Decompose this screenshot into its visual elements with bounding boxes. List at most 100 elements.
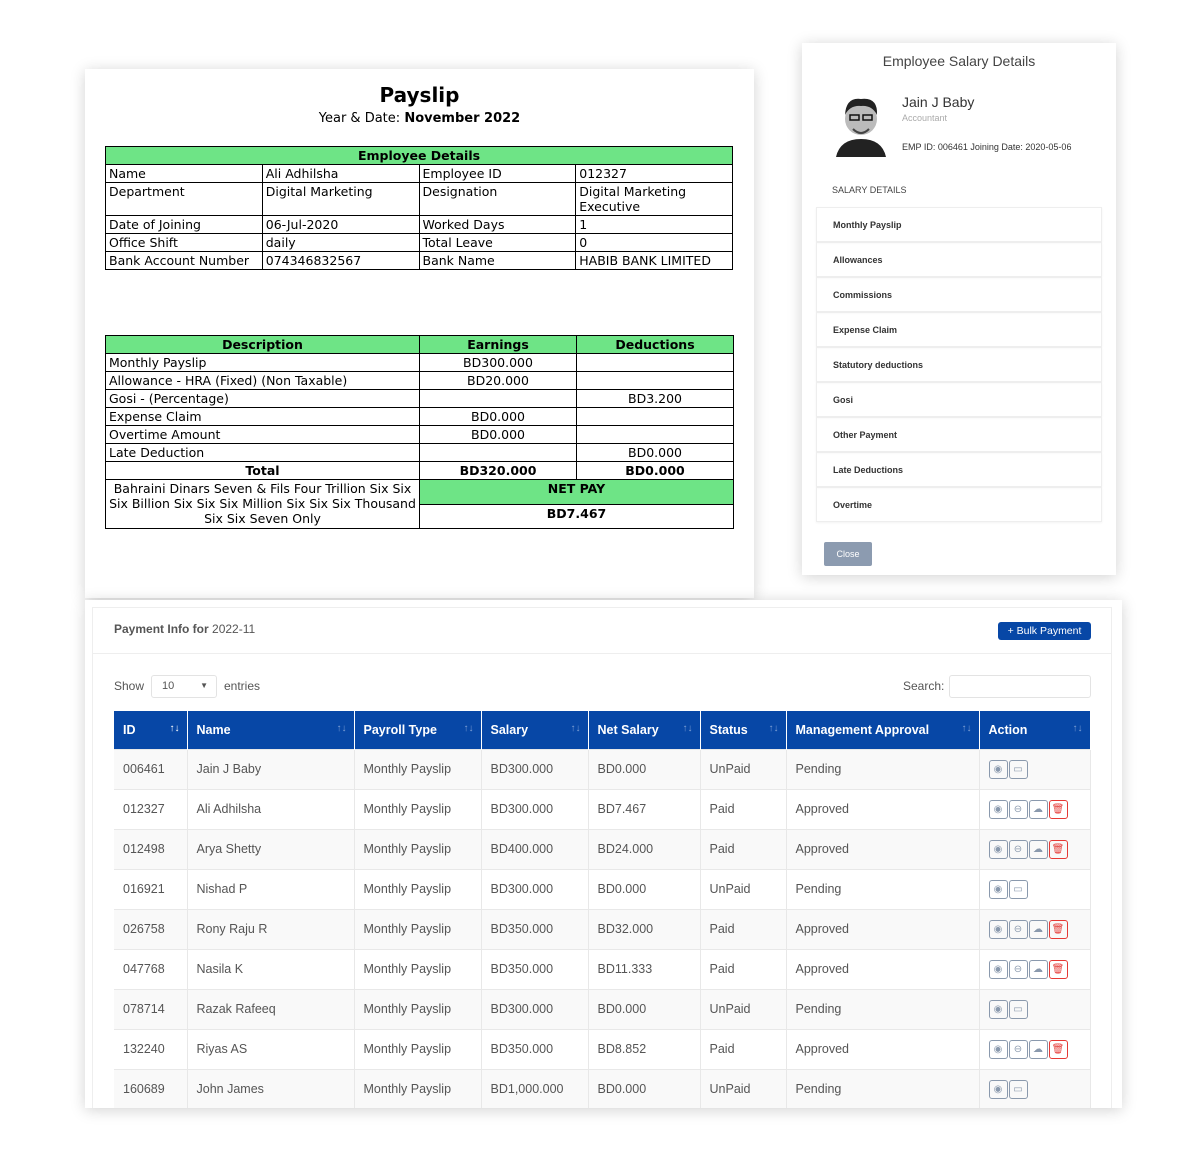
sort-icon[interactable]: ↑↓ <box>169 723 180 734</box>
deduction <box>576 407 734 426</box>
bulk-payment-button[interactable]: + Bulk Payment <box>998 622 1091 640</box>
cash-icon[interactable]: ▭ <box>1008 759 1028 779</box>
salary-item-monthly-payslip[interactable]: Monthly Payslip <box>816 207 1102 242</box>
name-cell: Rony Raju R <box>187 908 355 949</box>
view-icon[interactable]: ◉ <box>988 959 1008 979</box>
description: Expense Claim <box>105 407 420 426</box>
view-icon[interactable]: ◉ <box>988 919 1008 939</box>
delete-icon[interactable]: 🗑 <box>1048 1039 1068 1059</box>
delete-icon[interactable]: 🗑 <box>1048 919 1068 939</box>
name-cell: John James <box>187 1068 355 1108</box>
status-cell: UnPaid <box>700 748 787 789</box>
sort-icon[interactable]: ↑↓ <box>682 723 693 734</box>
approval-cell: Approved <box>786 788 980 829</box>
pay-icon[interactable]: ⊖ <box>1008 839 1028 859</box>
status-cell: Paid <box>700 828 787 869</box>
salary-item-gosi[interactable]: Gosi <box>816 382 1102 417</box>
earnings-column-header: Deductions <box>576 335 734 354</box>
column-header-management-approval[interactable]: Management Approval ↑↓ <box>786 711 980 749</box>
id-cell: 078714 <box>114 988 188 1029</box>
sort-icon[interactable]: ↑↓ <box>570 723 581 734</box>
id-cell: 047768 <box>114 948 188 989</box>
sort-icon[interactable]: ↑↓ <box>768 723 779 734</box>
sort-icon[interactable]: ↑↓ <box>463 723 474 734</box>
salary-item-other-payment[interactable]: Other Payment <box>816 417 1102 452</box>
delete-icon[interactable]: 🗑 <box>1048 959 1068 979</box>
salary-item-overtime[interactable]: Overtime <box>816 487 1102 522</box>
sort-icon[interactable]: ↑↓ <box>1072 723 1083 734</box>
salary-cell: BD300.000 <box>481 748 589 789</box>
column-header-status[interactable]: Status ↑↓ <box>700 711 787 749</box>
delete-icon[interactable]: 🗑 <box>1048 839 1068 859</box>
table-row: 006461 Jain J Baby Monthly Payslip BD300.00… <box>114 748 1091 789</box>
salary-item-expense-claim[interactable]: Expense Claim <box>816 312 1102 347</box>
column-header-name[interactable]: Name ↑↓ <box>187 711 355 749</box>
column-header-net-salary[interactable]: Net Salary ↑↓ <box>588 711 701 749</box>
cash-icon[interactable]: ▭ <box>1008 999 1028 1019</box>
delete-icon[interactable]: 🗑 <box>1048 799 1068 819</box>
id-cell: 012327 <box>114 788 188 829</box>
view-icon[interactable]: ◉ <box>988 879 1008 899</box>
salary-item-late-deductions[interactable]: Late Deductions <box>816 452 1102 487</box>
cash-icon[interactable]: ▭ <box>1008 879 1028 899</box>
sort-icon[interactable]: ↑↓ <box>336 723 347 734</box>
sort-icon[interactable]: ↑↓ <box>961 723 972 734</box>
upload-icon[interactable]: ☁ <box>1028 799 1048 819</box>
net-pay-value-row: BD7.467 <box>106 503 734 529</box>
earning: BD0.000 <box>419 425 577 444</box>
column-header-payroll-type[interactable]: Payroll Type ↑↓ <box>354 711 482 749</box>
view-icon[interactable]: ◉ <box>988 1039 1008 1059</box>
salary-item-statutory-deductions[interactable]: Statutory deductions <box>816 347 1102 382</box>
payslip-title: Payslip <box>379 83 460 107</box>
approval-cell: Pending <box>786 748 980 789</box>
pay-icon[interactable]: ⊖ <box>1008 799 1028 819</box>
name-cell: Nasila K <box>187 948 355 989</box>
employee-role: Accountant <box>902 113 948 123</box>
view-icon[interactable]: ◉ <box>988 839 1008 859</box>
employee-salary-modal: Employee Salary Details Jain J Baby Acco… <box>802 43 1116 575</box>
net-salary-cell: BD0.000 <box>588 988 701 1029</box>
view-icon[interactable]: ◉ <box>988 999 1008 1019</box>
upload-icon[interactable]: ☁ <box>1028 919 1048 939</box>
salary-item-commissions[interactable]: Commissions <box>816 277 1102 312</box>
id-cell: 006461 <box>114 748 188 789</box>
salary-cell: BD350.000 <box>481 1028 589 1069</box>
name-cell: Riyas AS <box>187 1028 355 1069</box>
cash-icon[interactable]: ▭ <box>1008 1079 1028 1099</box>
pay-icon[interactable]: ⊖ <box>1008 959 1028 979</box>
table-row: 132240 Riyas AS Monthly Payslip BD350.000 BD… <box>114 1028 1091 1069</box>
table-row: 012327 Ali Adhilsha Monthly Payslip BD300.0… <box>114 788 1091 829</box>
upload-icon[interactable]: ☁ <box>1028 839 1048 859</box>
modal-title: Employee Salary Details <box>882 53 1036 69</box>
net-salary-cell: BD11.333 <box>588 948 701 989</box>
approval-cell: Approved <box>786 1028 980 1069</box>
employee-detail-row: Date of Joining 06-Jul-2020 Worked Days 1 <box>105 215 733 234</box>
column-header-salary[interactable]: Salary ↑↓ <box>481 711 589 749</box>
detail-value: daily <box>261 233 420 252</box>
salary-item-allowances[interactable]: Allowances <box>816 242 1102 277</box>
deduction <box>576 425 734 444</box>
status-cell: UnPaid <box>700 868 787 909</box>
header-label: Net Salary <box>597 722 659 737</box>
entries-value: 10 <box>162 680 175 692</box>
net-salary-cell: BD24.000 <box>588 828 701 869</box>
column-header-action[interactable]: Action ↑↓ <box>979 711 1091 749</box>
pay-icon[interactable]: ⊖ <box>1008 1039 1028 1059</box>
view-icon[interactable]: ◉ <box>988 1079 1008 1099</box>
close-button[interactable]: Close <box>824 542 872 566</box>
description: Gosi - (Percentage) <box>105 389 420 408</box>
total-cell: BD0.000 <box>576 461 734 480</box>
view-icon[interactable]: ◉ <box>988 759 1008 779</box>
table-row: 078714 Razak Rafeeq Monthly Payslip BD300.0… <box>114 988 1091 1029</box>
column-header-id[interactable]: ID ↑↓ <box>114 711 188 749</box>
earning: BD300.000 <box>419 353 577 372</box>
upload-icon[interactable]: ☁ <box>1028 959 1048 979</box>
detail-label: Employee ID <box>418 164 577 183</box>
entries-select[interactable]: 10 ▼ <box>151 675 217 698</box>
show-label: Show <box>114 679 145 693</box>
search-input[interactable] <box>949 675 1091 698</box>
view-icon[interactable]: ◉ <box>988 799 1008 819</box>
pay-icon[interactable]: ⊖ <box>1008 919 1028 939</box>
upload-icon[interactable]: ☁ <box>1028 1039 1048 1059</box>
net-pay-value: BD7.467 <box>419 503 734 529</box>
